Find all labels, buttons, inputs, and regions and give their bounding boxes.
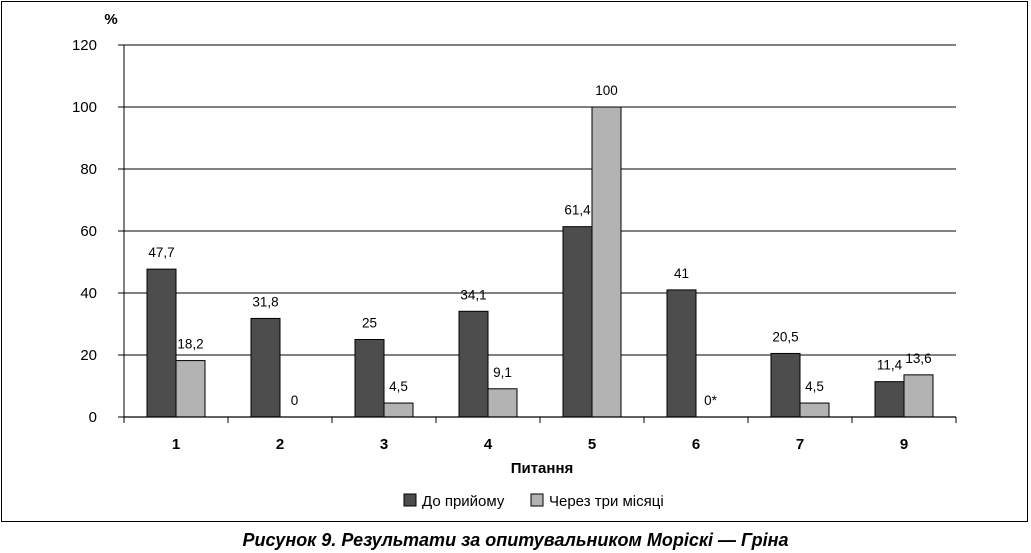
bar-1-3 [354,339,385,418]
data-label: 25 [362,316,377,331]
bar-2-7 [799,402,830,418]
data-labels: 47,7 18,2 31,8 0 25 4,5 34,1 9,1 61,4 100 41 0* 20,5… [148,83,931,408]
bar-1-4 [458,310,489,418]
x-tick-label-4: 4 [484,436,493,453]
chart-frame [1,1,1028,522]
legend-label-1: До прийому [422,493,505,510]
y-tick-label: 40 [80,285,97,302]
bar-2-3 [383,402,414,418]
bar-2-1 [175,360,206,418]
x-tick-label-9: 9 [900,436,908,453]
data-label: 20,5 [772,329,798,344]
data-label: 4,5 [389,379,408,394]
bar-1-7 [770,352,801,418]
x-axis-title: Питання [511,460,574,477]
x-tick-label-7: 7 [796,436,804,453]
axes [123,45,957,423]
data-label: 13,6 [905,351,931,366]
x-tick-label-3: 3 [380,436,388,453]
legend-swatch-1 [403,493,417,507]
data-label: 9,1 [493,365,512,380]
x-tick-labels: 1 2 3 4 5 6 7 9 [172,436,908,453]
bar-2-4 [487,388,518,418]
data-label: 18,2 [177,337,203,352]
data-label: 61,4 [564,203,591,218]
y-tick-label: 0 [89,409,97,426]
x-tick-label-1: 1 [172,436,180,453]
legend-swatch-2 [530,493,544,507]
data-label: 0* [704,393,718,408]
data-label: 0 [291,393,299,408]
data-label: 31,8 [252,294,278,309]
y-tick-label: 100 [72,99,97,116]
y-tick-label: 120 [72,37,97,54]
data-label: 47,7 [148,245,174,260]
bar-1-5 [562,226,593,418]
y-axis-title: % [104,11,117,28]
figure-caption: Рисунок 9. Результати за опитувальником … [242,530,789,550]
data-label: 100 [595,83,618,98]
bar-1-9 [874,381,905,418]
data-label: 41 [674,266,689,281]
y-tick-label: 80 [80,161,97,178]
x-tick-label-5: 5 [588,436,596,453]
bar-1-2 [250,317,281,418]
bar-1-6 [666,289,697,418]
data-label: 11,4 [877,358,903,373]
bar-2-5 [591,106,622,418]
x-tick-label-2: 2 [276,436,284,453]
y-tick-labels: 0 20 40 60 80 100 120 [72,37,97,426]
data-label: 34,1 [460,287,486,302]
bar-2-9 [903,374,934,418]
bar-1-1 [146,268,177,418]
bars [146,106,934,418]
legend-label-2: Через три місяці [549,493,664,510]
legend: До прийому Через три місяці [403,493,664,510]
y-tick-label: 20 [80,347,97,364]
data-label: 4,5 [805,379,824,394]
x-tick-label-6: 6 [692,436,700,453]
y-tick-label: 60 [80,223,97,240]
gridlines [118,44,956,418]
